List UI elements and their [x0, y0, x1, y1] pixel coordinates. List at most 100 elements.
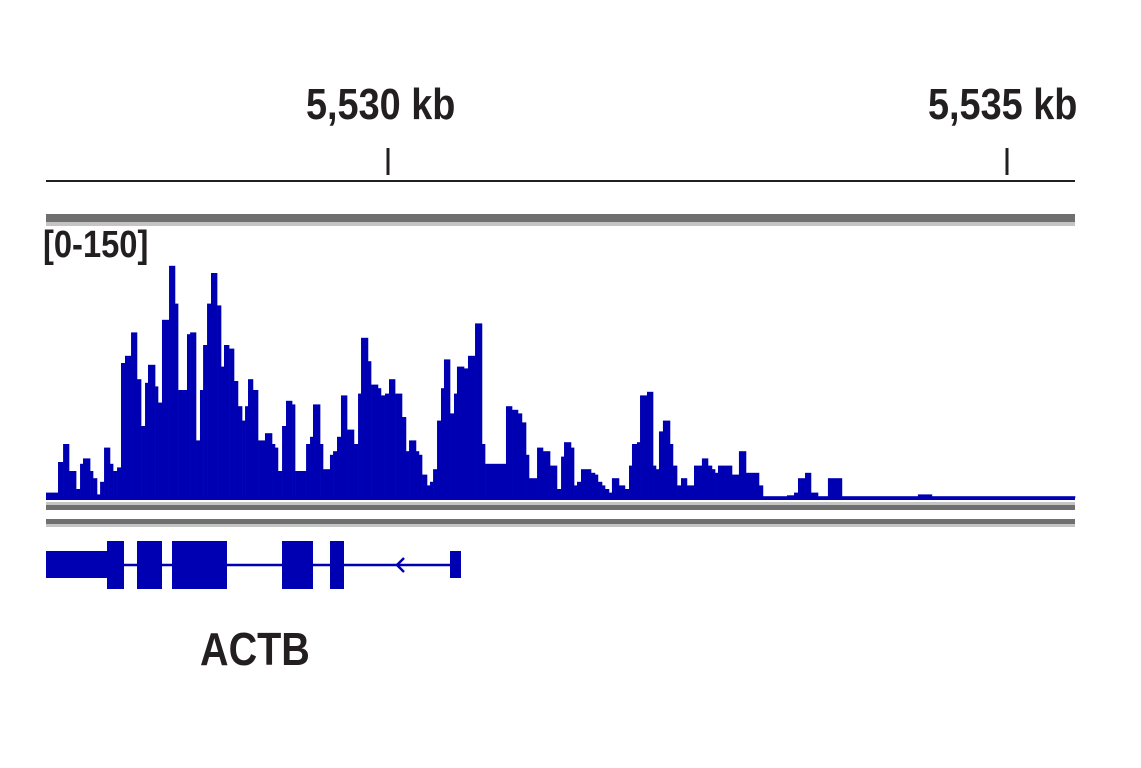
coverage-bar	[80, 463, 84, 498]
tick-label-5535: 5,535 kb	[928, 80, 1078, 129]
coverage-bar	[217, 305, 222, 498]
coverage-bar	[453, 393, 458, 498]
coverage-bar	[306, 444, 311, 498]
coverage-bar	[917, 494, 933, 498]
coverage-bar	[131, 332, 138, 498]
coverage-bar	[658, 431, 664, 498]
coverage-bar	[174, 303, 179, 498]
coverage-bar	[805, 472, 812, 498]
coverage-bar	[310, 436, 314, 498]
coverage-bar	[275, 447, 279, 498]
coverage-bar	[732, 474, 740, 498]
gene-exon	[137, 541, 162, 589]
coverage-bar	[264, 433, 273, 498]
coverage-bar	[337, 436, 342, 498]
coverage-bar	[427, 485, 431, 498]
coverage-bar	[371, 384, 379, 498]
coverage-bar	[409, 440, 417, 498]
coverage-bar	[529, 478, 538, 498]
coverage-bar	[745, 472, 760, 498]
coverage-bar	[282, 426, 287, 498]
coverage-bar	[141, 426, 146, 498]
coverage-bar	[481, 444, 486, 498]
coverage-bar	[405, 451, 410, 498]
coverage-bar	[624, 489, 630, 498]
coverage-bar	[418, 454, 423, 498]
coverage-bar	[402, 417, 407, 498]
coverage-bar	[415, 451, 420, 498]
coverage-bar	[786, 495, 795, 498]
coverage-bar	[104, 447, 111, 498]
coverage-bar	[169, 265, 176, 498]
coverage-bar	[203, 345, 208, 498]
coverage-bar	[252, 390, 259, 498]
coverage-bar	[464, 368, 469, 498]
coverage-bar	[505, 406, 513, 498]
coverage-bar	[69, 471, 77, 498]
gene-exon	[330, 541, 344, 589]
coverage-bar	[353, 444, 359, 498]
coverage-bar	[76, 489, 81, 498]
coverage-bar	[794, 492, 799, 498]
coverage-bar	[797, 478, 806, 498]
coverage-bar	[199, 390, 204, 498]
coverage-bar	[537, 447, 544, 498]
coverage-bar	[63, 444, 70, 498]
coverage-bar	[677, 485, 682, 498]
coverage-bar	[707, 465, 713, 498]
coverage-bar	[611, 478, 620, 498]
gene-name-label[interactable]: ACTB	[200, 623, 310, 675]
coverage-bar	[618, 485, 626, 498]
coverage-bar	[295, 471, 307, 498]
coverage-bar	[556, 489, 562, 498]
coverage-bar	[124, 355, 132, 498]
coverage-track	[46, 265, 1076, 498]
coverage-bar	[550, 465, 558, 498]
coverage-bar	[629, 465, 633, 498]
coverage-baseline	[46, 497, 1075, 500]
coverage-bar	[136, 379, 142, 498]
coverage-bar	[681, 478, 688, 498]
coverage-bar	[521, 422, 527, 498]
coverage-bar	[113, 471, 118, 498]
coverage-bar	[155, 386, 159, 498]
coverage-bar	[561, 456, 565, 498]
coverage-bar	[90, 471, 94, 498]
coverage-bar	[577, 481, 582, 498]
coverage-bar	[117, 467, 122, 498]
coverage-bar	[646, 391, 654, 498]
coverage-bar	[602, 485, 606, 498]
coverage-bar	[656, 469, 660, 498]
coverage-bar	[380, 395, 386, 498]
coverage-bar	[450, 413, 455, 498]
coverage-bar	[46, 492, 59, 498]
gene-model-actb[interactable]	[46, 541, 461, 589]
coverage-bar	[221, 366, 225, 498]
gene-exon	[282, 541, 313, 589]
coverage-bar	[121, 363, 126, 498]
tick-label-5530: 5,530 kb	[306, 80, 456, 129]
coverage-bar	[377, 388, 382, 498]
coverage-bar	[340, 395, 348, 498]
coverage-bar	[422, 474, 428, 498]
coverage-bar	[158, 402, 163, 498]
coverage-bar	[605, 489, 610, 498]
coverage-bar	[333, 451, 338, 498]
coverage-bar	[591, 472, 596, 498]
coverage-bar	[361, 337, 369, 498]
gene-utr-block	[46, 551, 107, 578]
coverage-bar	[207, 303, 212, 498]
coverage-bar	[313, 404, 321, 498]
coverage-bar	[97, 494, 101, 498]
coverage-bar	[653, 465, 657, 498]
coverage-bar	[512, 409, 519, 498]
gene-utr-block-end	[450, 551, 461, 578]
coverage-bar	[292, 404, 296, 498]
coverage-bar	[662, 420, 671, 498]
coverage-bar	[711, 469, 716, 498]
coverage-bar	[389, 379, 396, 498]
coverage-bar	[245, 406, 249, 498]
coverage-bar	[564, 442, 572, 498]
coverage-bar	[358, 393, 362, 498]
